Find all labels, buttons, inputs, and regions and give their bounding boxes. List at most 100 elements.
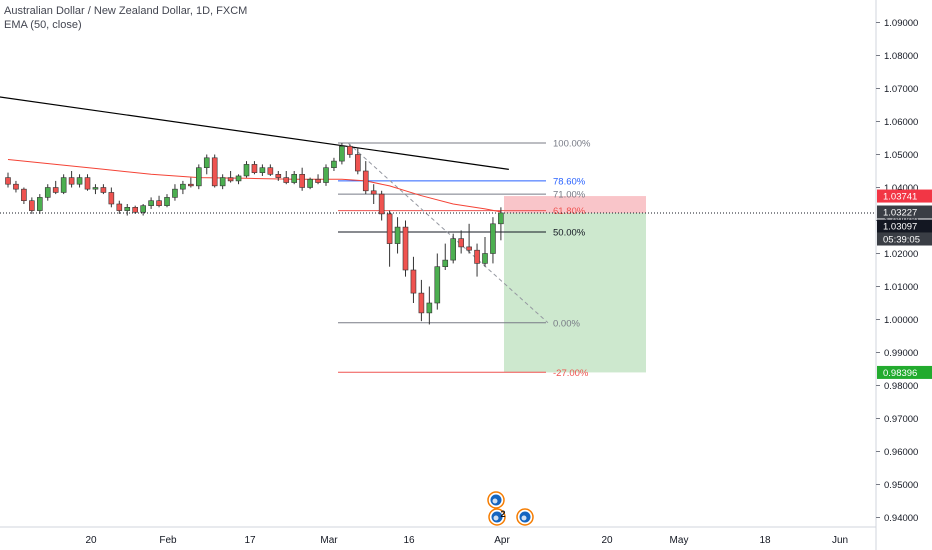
- event-count-text: 2: [500, 509, 505, 519]
- candle-body-down: [458, 238, 464, 248]
- candle-body-up: [394, 226, 401, 244]
- candle-body-down: [100, 187, 107, 193]
- y-tick-label: 0.97000: [884, 414, 918, 425]
- candle: [362, 161, 369, 195]
- stop-price-label: 1.03741: [877, 189, 932, 203]
- candle-body-down: [362, 170, 369, 192]
- event-flag-icon[interactable]: [487, 491, 505, 509]
- event-flag-mark: [493, 515, 499, 521]
- event-flag-icon[interactable]: [516, 508, 534, 526]
- candle: [315, 174, 321, 185]
- candle-body-up: [339, 145, 345, 162]
- candle-body-up: [60, 177, 67, 193]
- candle: [251, 161, 258, 175]
- candle: [203, 154, 210, 175]
- candle-body-up: [203, 157, 210, 169]
- candle: [172, 184, 178, 201]
- candle-body-down: [156, 200, 162, 206]
- candle-body-down: [466, 246, 472, 251]
- candle: [490, 217, 496, 264]
- candle: [148, 197, 154, 209]
- fib-level-label: 71.00%: [553, 190, 586, 201]
- candle: [275, 171, 282, 181]
- candle-body-down: [378, 193, 385, 215]
- candle: [29, 197, 35, 214]
- y-tick-label: 1.00000: [884, 315, 918, 326]
- x-tick-label: Mar: [320, 535, 338, 546]
- candle: [410, 256, 417, 303]
- candle: [180, 180, 186, 195]
- candle-body-up: [196, 167, 202, 187]
- candle-body-up: [36, 197, 43, 211]
- candle: [5, 172, 11, 188]
- candle-body-up: [434, 266, 441, 304]
- candle-body-down: [402, 226, 409, 271]
- event-flag-icon[interactable]: [488, 508, 506, 526]
- candle: [84, 174, 91, 191]
- y-tick-label: 1.02000: [884, 249, 918, 260]
- candle-body-up: [291, 174, 298, 183]
- trend-line: [0, 96, 509, 170]
- candle: [378, 190, 385, 221]
- candle-body-down: [5, 177, 11, 185]
- y-tick-label: 1.09000: [884, 18, 918, 29]
- y-tick-label: 0.96000: [884, 447, 918, 458]
- y-tick-label: 1.01000: [884, 282, 918, 293]
- candle-body-up: [243, 164, 250, 177]
- fib-level-label: 0.00%: [553, 318, 580, 329]
- candle-body-up: [76, 177, 83, 185]
- candle-body-down: [418, 292, 425, 314]
- candle-body-down: [132, 207, 138, 213]
- candle-body-down: [299, 174, 305, 188]
- candle: [466, 223, 472, 254]
- candle-body-down: [29, 200, 35, 211]
- ema-indicator-label[interactable]: EMA (50, close): [4, 19, 82, 31]
- x-tick-label: 20: [85, 535, 97, 546]
- candle: [60, 174, 67, 195]
- candle: [498, 207, 504, 241]
- candle-body-down: [68, 177, 75, 185]
- target-price-label: 0.98396: [877, 365, 932, 379]
- fib-level-label: 78.60%: [553, 176, 586, 187]
- candle-body-up: [180, 183, 186, 190]
- entry-price-label-text: 1.03227: [883, 208, 917, 219]
- candle: [132, 205, 138, 214]
- candle-body-down: [474, 249, 480, 264]
- candle: [450, 233, 457, 264]
- candle: [267, 164, 274, 176]
- countdown-label: 05:39:05: [877, 232, 932, 246]
- candle-body-up: [450, 238, 457, 261]
- y-tick-label: 1.07000: [884, 84, 918, 95]
- candle-body-down: [84, 177, 91, 190]
- fib-level-label: 50.00%: [553, 228, 586, 239]
- countdown-label-text: 05:39:05: [883, 235, 920, 246]
- y-tick-label: 0.99000: [884, 348, 918, 359]
- candle-body-down: [275, 174, 282, 178]
- candle: [394, 217, 401, 254]
- candle: [386, 210, 393, 267]
- candle: [21, 187, 27, 204]
- candle-body-up: [482, 253, 488, 264]
- x-tick-label: May: [670, 535, 689, 546]
- candle-body-down: [283, 177, 290, 183]
- candle-body-down: [13, 183, 19, 190]
- candle: [434, 253, 441, 310]
- event-count-badge[interactable]: 2: [500, 509, 505, 519]
- candle: [219, 174, 226, 190]
- candle: [156, 195, 162, 208]
- x-tick-label: Jun: [832, 535, 848, 546]
- candle: [331, 157, 337, 171]
- x-tick-label: Apr: [494, 535, 510, 546]
- target-price-label-bg: [877, 365, 932, 379]
- candle: [370, 184, 377, 204]
- candle: [227, 171, 234, 183]
- stop-price-label-text: 1.03741: [883, 192, 917, 203]
- candle-body-up: [219, 177, 226, 187]
- candle-body-down: [52, 187, 59, 193]
- candle-body-down: [386, 213, 393, 244]
- candle: [188, 177, 194, 188]
- symbol-title: Australian Dollar / New Zealand Dollar, …: [4, 5, 248, 17]
- candle: [164, 194, 170, 208]
- candle-body-up: [259, 167, 266, 173]
